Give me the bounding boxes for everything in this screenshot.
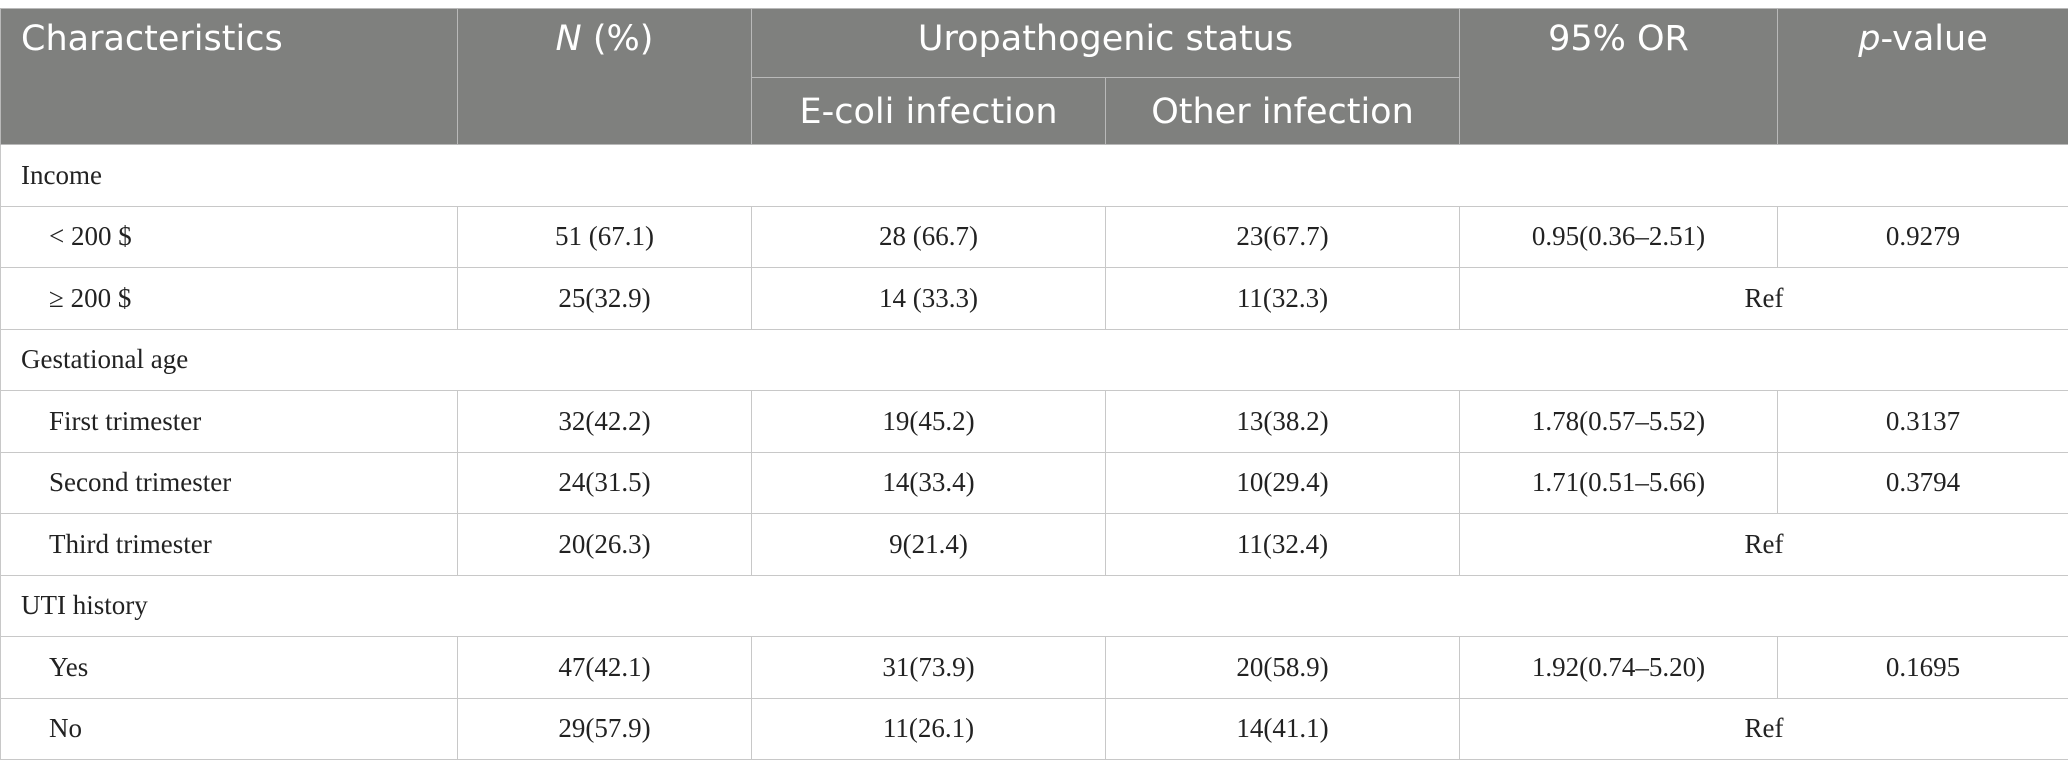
n-symbol: N xyxy=(555,19,582,59)
group-row-uti-history: UTI history xyxy=(0,574,2068,637)
or-cell: 1.92(0.74–5.20) xyxy=(1459,636,1778,699)
row-label: < 200 $ xyxy=(0,205,458,268)
n-cell: 47(42.1) xyxy=(457,636,752,699)
other-cell: 20(58.9) xyxy=(1105,636,1460,699)
ecoli-cell: 19(45.2) xyxy=(751,390,1106,453)
p-value-suffix: -value xyxy=(1880,19,1988,59)
p-symbol: p xyxy=(1858,19,1881,59)
other-cell: 14(41.1) xyxy=(1105,697,1460,760)
p-value-header: p-value xyxy=(1777,8,2068,145)
other-infection-header: Other infection xyxy=(1105,77,1460,145)
group-title: Income xyxy=(0,144,2068,207)
n-cell: 25(32.9) xyxy=(457,267,752,330)
p-cell: 0.1695 xyxy=(1777,636,2068,699)
ecoli-cell: 14(33.4) xyxy=(751,451,1106,514)
row-label: No xyxy=(0,697,458,760)
ref-cell: Ref xyxy=(1459,513,2068,576)
row-label: Third trimester xyxy=(0,513,458,576)
row-label: ≥ 200 $ xyxy=(0,267,458,330)
table-row: Third trimester 20(26.3) 9(21.4) 11(32.4… xyxy=(0,513,2068,576)
ecoli-cell: 9(21.4) xyxy=(751,513,1106,576)
n-percent-header: N (%) xyxy=(457,8,752,145)
other-cell: 23(67.7) xyxy=(1105,205,1460,268)
table-row: No 29(57.9) 11(26.1) 14(41.1) Ref xyxy=(0,697,2068,760)
uropathogenic-status-header: Uropathogenic status xyxy=(751,8,1460,78)
ecoli-cell: 31(73.9) xyxy=(751,636,1106,699)
table-body: Income < 200 $ 51 (67.1) 28 (66.7) 23(67… xyxy=(0,144,2068,760)
table-row: ≥ 200 $ 25(32.9) 14 (33.3) 11(32.3) Ref xyxy=(0,267,2068,330)
other-cell: 13(38.2) xyxy=(1105,390,1460,453)
row-label: First trimester xyxy=(0,390,458,453)
or-cell: 1.71(0.51–5.66) xyxy=(1459,451,1778,514)
other-cell: 11(32.3) xyxy=(1105,267,1460,330)
table-row: Yes 47(42.1) 31(73.9) 20(58.9) 1.92(0.74… xyxy=(0,636,2068,699)
n-cell: 51 (67.1) xyxy=(457,205,752,268)
n-cell: 32(42.2) xyxy=(457,390,752,453)
row-label: Second trimester xyxy=(0,451,458,514)
other-cell: 11(32.4) xyxy=(1105,513,1460,576)
row-label: Yes xyxy=(0,636,458,699)
n-cell: 20(26.3) xyxy=(457,513,752,576)
p-cell: 0.9279 xyxy=(1777,205,2068,268)
or-cell: 0.95(0.36–2.51) xyxy=(1459,205,1778,268)
other-cell: 10(29.4) xyxy=(1105,451,1460,514)
n-cell: 29(57.9) xyxy=(457,697,752,760)
or-cell: 1.78(0.57–5.52) xyxy=(1459,390,1778,453)
table-row: < 200 $ 51 (67.1) 28 (66.7) 23(67.7) 0.9… xyxy=(0,205,2068,268)
header-row-2: E-coli infection Other infection xyxy=(1,77,2068,145)
table-header: Characteristics N (%) Uropathogenic stat… xyxy=(0,8,2068,145)
n-percent-suffix: (%) xyxy=(581,19,654,59)
n-cell: 24(31.5) xyxy=(457,451,752,514)
odds-ratio-header: 95% OR xyxy=(1459,8,1778,145)
characteristics-header: Characteristics xyxy=(0,8,458,145)
ref-cell: Ref xyxy=(1459,267,2068,330)
group-title: Gestational age xyxy=(0,328,2068,391)
results-table: Characteristics N (%) Uropathogenic stat… xyxy=(0,8,2068,760)
table-row: First trimester 32(42.2) 19(45.2) 13(38.… xyxy=(0,390,2068,453)
group-title: UTI history xyxy=(0,574,2068,637)
p-cell: 0.3137 xyxy=(1777,390,2068,453)
ecoli-cell: 14 (33.3) xyxy=(751,267,1106,330)
p-cell: 0.3794 xyxy=(1777,451,2068,514)
table-row: Second trimester 24(31.5) 14(33.4) 10(29… xyxy=(0,451,2068,514)
ecoli-cell: 11(26.1) xyxy=(751,697,1106,760)
ref-cell: Ref xyxy=(1459,697,2068,760)
ecoli-infection-header: E-coli infection xyxy=(751,77,1106,145)
group-row-gestational-age: Gestational age xyxy=(0,328,2068,391)
ecoli-cell: 28 (66.7) xyxy=(751,205,1106,268)
header-row-1: Characteristics N (%) Uropathogenic stat… xyxy=(0,8,2068,145)
group-row-income: Income xyxy=(0,144,2068,207)
